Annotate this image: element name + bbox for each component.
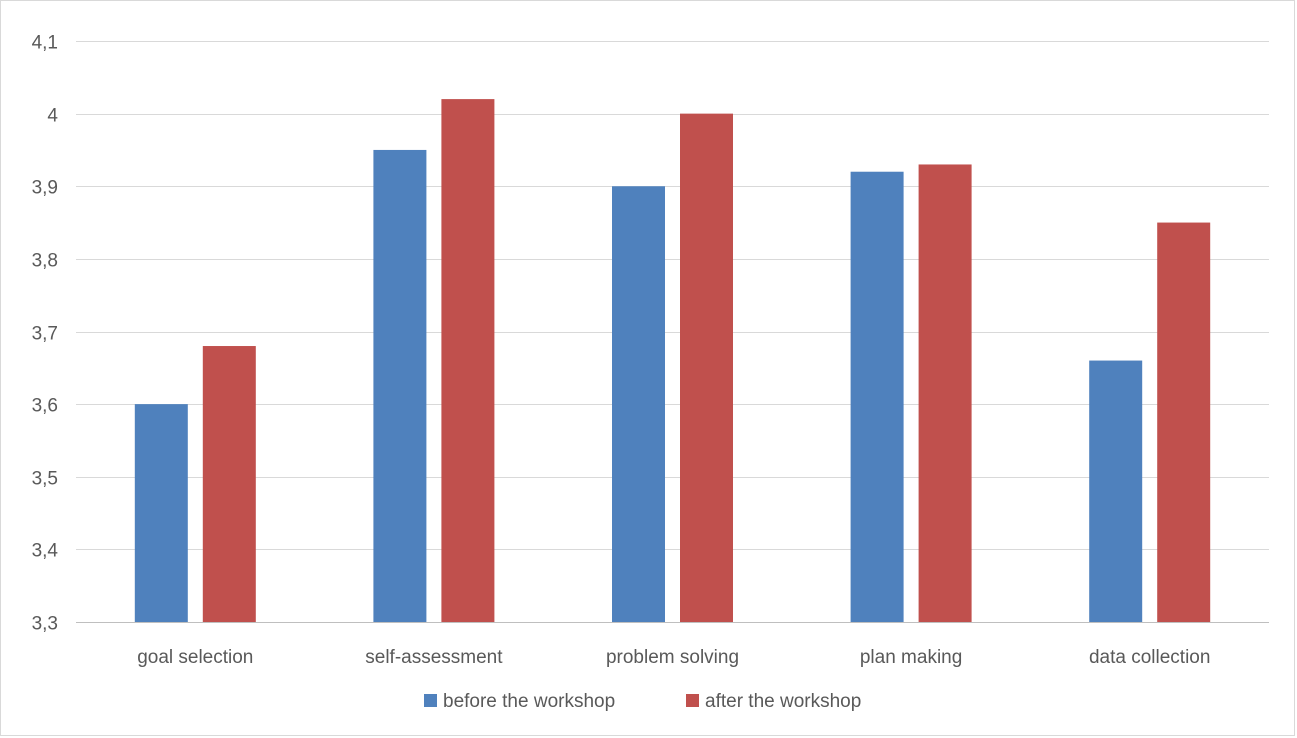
y-tick-label: 3,3 [32,614,58,635]
y-tick-label: 3,9 [32,178,58,199]
y-tick-label: 4,1 [32,33,58,54]
x-axis-tick-labels: goal selection self-assessment problem sol… [137,647,1210,668]
bar-before [1089,360,1143,622]
bars [134,99,1211,623]
bar-after [1157,222,1211,622]
legend-swatch [686,694,699,707]
bar-before [850,171,904,622]
bar-before [612,186,665,622]
x-tick-label: plan making [860,647,962,668]
legend-label: after the workshop [705,691,861,712]
bar-after [680,113,733,622]
y-axis-tick-labels: 3,3 3,4 3,5 3,6 3,7 3,8 3,9 4 4,1 [32,33,59,635]
y-tick-label: 4 [47,106,58,127]
x-tick-label: problem solving [606,647,739,668]
x-tick-label: self-assessment [365,647,503,668]
y-tick-label: 3,8 [32,251,58,272]
bar-after [202,346,256,622]
x-tick-label: data collection [1089,647,1210,668]
bar-after [441,99,495,623]
gridlines [76,41,1269,623]
bar-before [373,149,427,622]
x-tick-label: goal selection [137,647,253,668]
legend-swatch [424,694,437,707]
y-tick-label: 3,7 [32,324,58,345]
y-tick-label: 3,5 [32,469,58,490]
legend-label: before the workshop [443,691,615,712]
legend: before the workshop after the workshop [424,691,861,712]
y-tick-label: 3,6 [32,396,58,417]
bar-after [918,164,972,622]
bar-before [134,404,188,622]
y-tick-label: 3,4 [32,541,59,562]
